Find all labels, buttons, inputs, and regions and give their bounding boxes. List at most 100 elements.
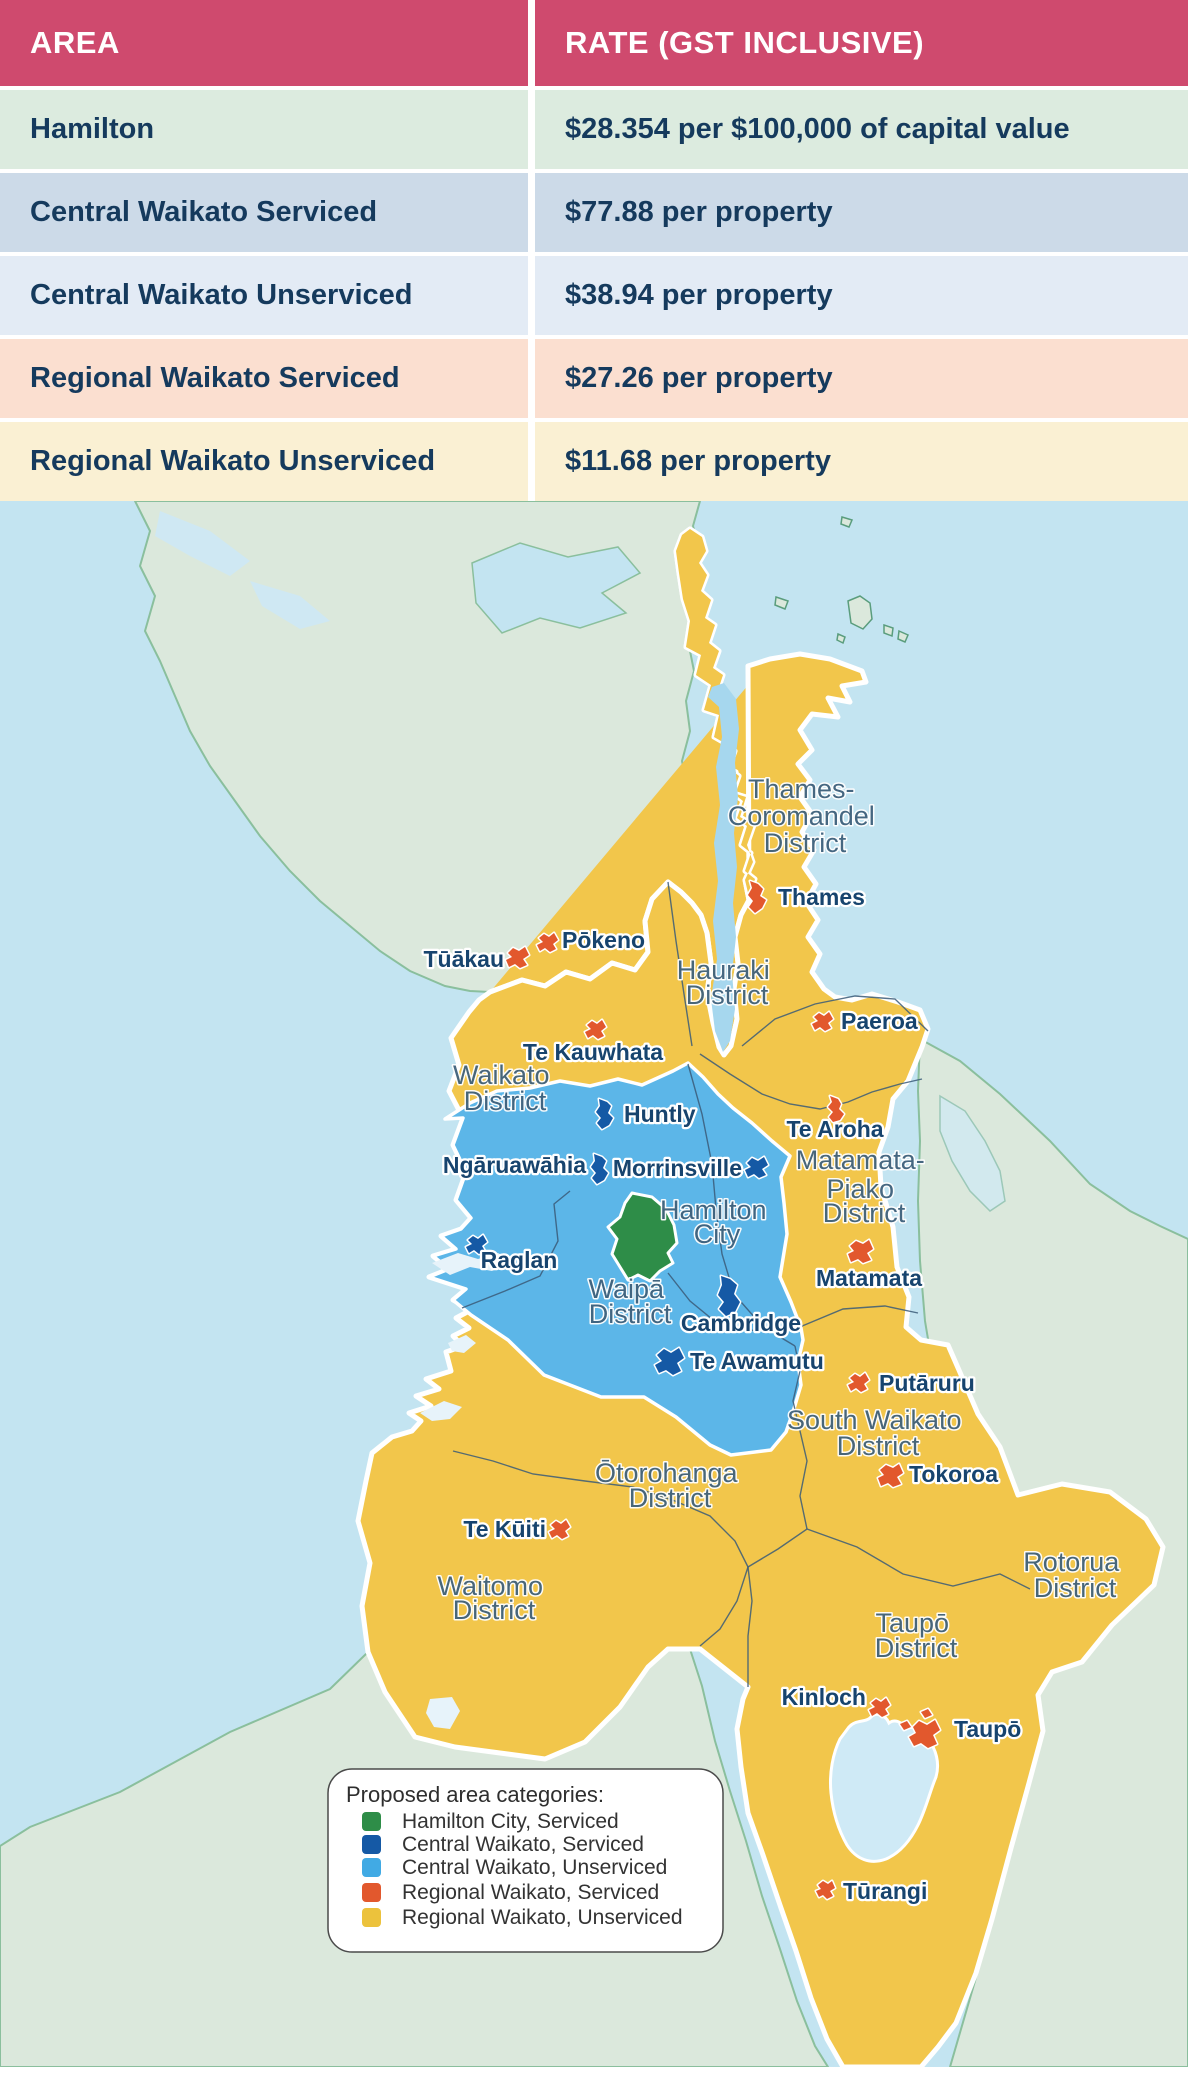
- boundary-hauraki-matamata: [699, 1053, 923, 1110]
- kaipara-harbour: [155, 511, 330, 629]
- region-waikato-unserviced: [0, 501, 770, 1055]
- district-label-hauraki: Hauraki District: [677, 955, 778, 1010]
- table-row-regional-unserviced-rate: $11.68 per property: [535, 422, 1188, 501]
- town-label-paeroa: Paeroa: [841, 1008, 918, 1034]
- district-label-matamata-piako: Matamata- Piako District: [796, 1145, 933, 1228]
- boundary-southwaikato-west: [792, 1345, 808, 1530]
- town-label-taupo: Taupō: [954, 1716, 1021, 1742]
- legend-label-central-unserviced: Central Waikato, Unserviced: [402, 1856, 667, 1879]
- legend-label-regional-unserviced: Regional Waikato, Unserviced: [402, 1906, 683, 1929]
- district-label-south-waikato: South Waikato District: [787, 1405, 969, 1461]
- district-label-taupo: Taupō District: [875, 1608, 958, 1663]
- town-label-ngaruawahia: Ngāruawāhia: [443, 1152, 586, 1178]
- lake-taharoa: [426, 1697, 460, 1729]
- region-hamilton-city: [606, 1191, 679, 1283]
- district-label-hamilton-city: Hamilton City: [660, 1195, 774, 1249]
- table-row-central-unserviced-area: Central Waikato Unserviced: [0, 256, 528, 335]
- town-label-morrinsville: Morrinsville: [613, 1155, 742, 1181]
- table-row-hamilton-area: Hamilton: [0, 90, 528, 169]
- town-marker-huntly: [594, 1097, 615, 1131]
- town-marker-ngaruawahia: [589, 1152, 610, 1186]
- town-marker-raglan: [464, 1233, 489, 1256]
- boundary-taupo-north: [747, 1528, 1031, 1590]
- district-label-waipa: Waipā District: [588, 1274, 671, 1329]
- coromandel-fill: [676, 529, 755, 897]
- town-marker-thames: [746, 879, 768, 915]
- table-row-regional-serviced-area: Regional Waikato Serviced: [0, 339, 528, 418]
- table-row-central-serviced-area: Central Waikato Serviced: [0, 173, 528, 252]
- table-row-regional-serviced-rate: $27.26 per property: [535, 339, 1188, 418]
- raglan-harbour: [432, 1253, 512, 1275]
- town-marker-morrinsville: [743, 1155, 770, 1180]
- town-label-cambridge: Cambridge: [681, 1310, 801, 1336]
- legend-label-regional-serviced: Regional Waikato, Serviced: [402, 1881, 659, 1904]
- town-marker-tokoroa: [876, 1462, 905, 1489]
- row-rate-text: $28.354 per $100,000 of capital value: [565, 113, 1070, 145]
- town-label-pokeno: Pōkeno: [562, 927, 645, 953]
- legend-swatch-regional-unserviced: [362, 1908, 381, 1927]
- town-label-putaruru: Putāruru: [879, 1370, 975, 1396]
- boundary-otorohanga-waitomo: [452, 1450, 753, 1687]
- town-marker-te-kuiti: [547, 1518, 572, 1541]
- row-area-text: Regional Waikato Unserviced: [30, 445, 436, 477]
- town-label-kinloch: Kinloch: [782, 1684, 866, 1710]
- row-area-text: Hamilton: [30, 113, 155, 145]
- town-label-huntly: Huntly: [624, 1101, 696, 1127]
- row-area-text: Central Waikato Serviced: [30, 196, 378, 228]
- town-marker-taupo: [898, 1707, 942, 1750]
- table-row-regional-unserviced-area: Regional Waikato Unserviced: [0, 422, 528, 501]
- boundary-waipa-west: [461, 1190, 571, 1309]
- table-row-central-unserviced-rate: $38.94 per property: [535, 256, 1188, 335]
- header-area-label: AREA: [30, 25, 120, 60]
- boundary-southwaikato-matamata: [794, 1305, 919, 1330]
- lake-taupo: [829, 1712, 940, 1863]
- waikato-region-map: Thames- Coromandel District Hauraki Dist…: [0, 501, 1188, 2067]
- district-label-otorohanga: Ōtorohanga District: [595, 1458, 745, 1513]
- district-label-thames-coromandel: Thames- Coromandel District: [728, 774, 883, 858]
- town-marker-paeroa: [810, 1010, 835, 1033]
- boundary-waitomo-taupo: [699, 1566, 749, 1647]
- town-label-te-kuiti: Te Kūiti: [463, 1516, 546, 1542]
- row-rate-text: $27.26 per property: [565, 362, 833, 394]
- tauranga-harbour: [939, 1094, 1006, 1212]
- row-area-text: Central Waikato Unserviced: [30, 279, 413, 311]
- town-label-thames: Thames: [778, 884, 865, 910]
- town-marker-matamata: [846, 1238, 875, 1265]
- legend-swatch-regional-serviced: [362, 1883, 381, 1902]
- town-label-te-aroha: Te Aroha: [786, 1116, 883, 1142]
- town-label-raglan: Raglan: [481, 1247, 558, 1273]
- table-row-hamilton-rate: $28.354 per $100,000 of capital value: [535, 90, 1188, 169]
- boundary-waikato-hauraki: [667, 881, 693, 1047]
- district-label-rotorua: Rotorua District: [1023, 1547, 1127, 1603]
- town-label-turangi: Tūrangi: [843, 1878, 927, 1904]
- kawhia-harbour: [420, 1401, 462, 1421]
- row-rate-text: $38.94 per property: [565, 279, 833, 311]
- boundary-waipa-east: [667, 1272, 757, 1332]
- legend-title: Proposed area categories:: [346, 1782, 604, 1807]
- legend-swatch-hamilton: [362, 1812, 381, 1831]
- town-marker-cambridge: [716, 1274, 742, 1318]
- town-label-te-kauwhata: Te Kauwhata: [523, 1039, 663, 1065]
- town-label-matamata: Matamata: [816, 1265, 922, 1291]
- table-header-area: AREA: [0, 0, 528, 86]
- aotea-harbour: [448, 1335, 476, 1353]
- row-rate-text: $77.88 per property: [565, 196, 833, 228]
- legend-swatch-central-serviced: [362, 1835, 381, 1854]
- boundary-thames-coromandel-south: [741, 995, 929, 1047]
- district-label-waitomo: Waitomo District: [437, 1571, 550, 1625]
- legend: Proposed area categories: Hamilton City,…: [327, 1768, 724, 1953]
- legend-box: [327, 1768, 724, 1953]
- town-marker-pokeno: [535, 931, 560, 954]
- town-marker-kinloch: [867, 1696, 892, 1719]
- town-marker-te-kauwhata: [583, 1018, 608, 1041]
- hauraki-gulf-islands: [774, 516, 909, 645]
- table-row-central-serviced-rate: $77.88 per property: [535, 173, 1188, 252]
- town-marker-turangi: [814, 1879, 837, 1901]
- header-rate-label: RATE (GST INCLUSIVE): [565, 25, 925, 60]
- legend-swatch-central-unserviced: [362, 1858, 381, 1877]
- town-label-te-awamutu: Te Awamutu: [690, 1348, 824, 1374]
- firth-of-thames: [708, 683, 739, 1052]
- town-marker-tuakau: [504, 945, 531, 970]
- row-rate-text: $11.68 per property: [565, 445, 831, 477]
- manukau-harbour: [471, 542, 642, 634]
